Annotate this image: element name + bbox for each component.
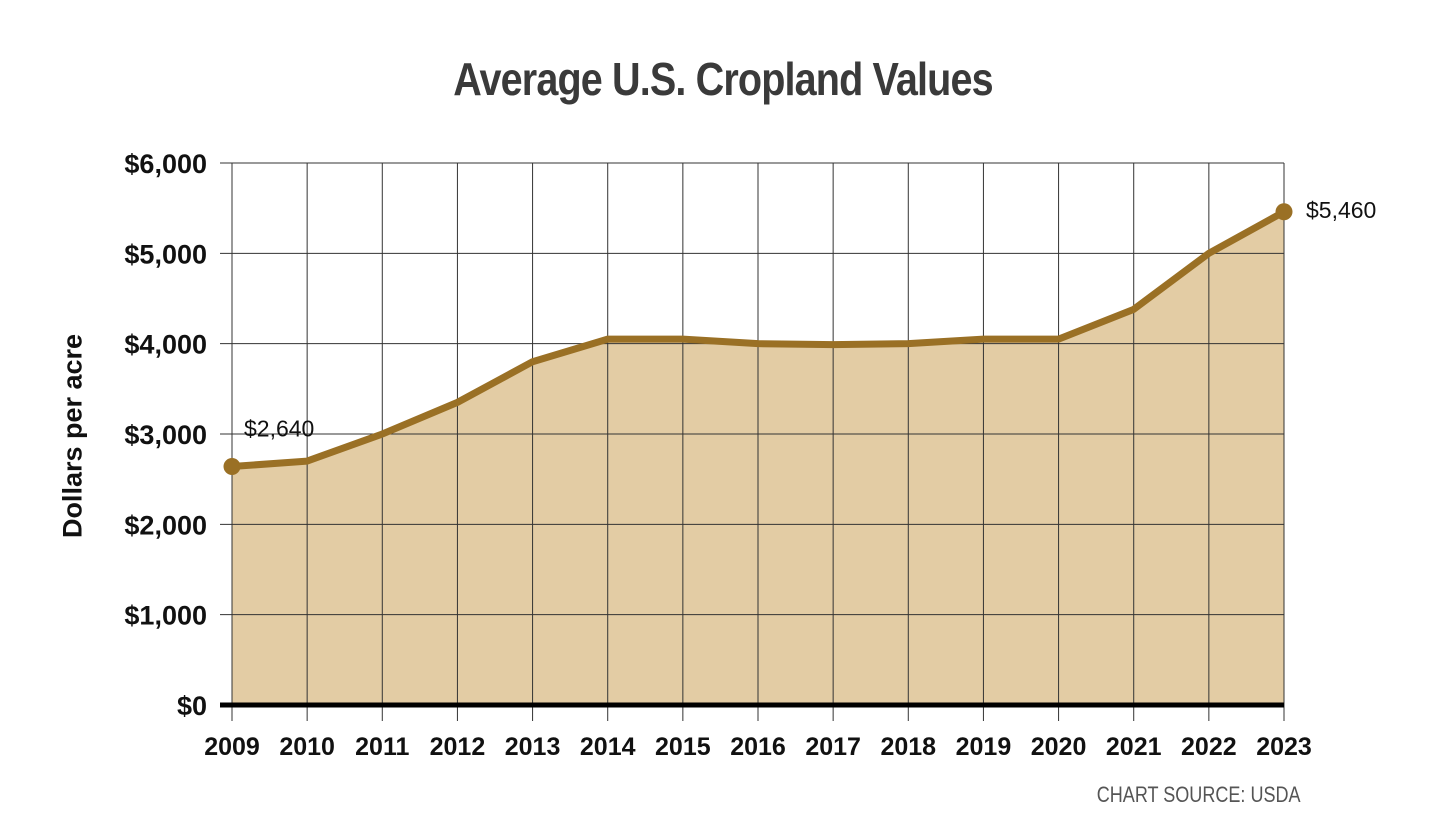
y-tick-label-0: $0 xyxy=(177,691,207,721)
x-tick-label-11: 2020 xyxy=(1031,733,1087,761)
x-tick-label-5: 2014 xyxy=(580,733,636,761)
x-tick-label-6: 2015 xyxy=(655,733,711,761)
y-tick-label-6: $6,000 xyxy=(124,149,207,179)
y-tick-label-1: $1,000 xyxy=(124,601,207,631)
y-tick-label-4: $4,000 xyxy=(124,330,207,360)
x-tick-label-1: 2010 xyxy=(279,733,335,761)
x-tick-label-8: 2017 xyxy=(805,733,861,761)
y-tick-label-3: $3,000 xyxy=(124,420,207,450)
series-line xyxy=(228,208,1288,471)
x-tick-label-0: 2009 xyxy=(204,733,260,761)
data-label-0: $2,640 xyxy=(244,416,314,442)
data-point-marker-0 xyxy=(223,458,241,476)
x-tick-label-2: 2011 xyxy=(355,733,409,761)
data-label-1: $5,460 xyxy=(1306,197,1376,223)
x-tick-label-14: 2023 xyxy=(1256,733,1312,761)
y-tick-label-2: $2,000 xyxy=(124,510,207,540)
x-tick-label-12: 2021 xyxy=(1106,733,1162,761)
y-tick-label-5: $5,000 xyxy=(124,239,207,269)
x-tick-label-13: 2022 xyxy=(1181,733,1237,761)
x-tick-label-4: 2013 xyxy=(505,733,561,761)
source-note: CHART SOURCE: USDA xyxy=(1097,782,1301,807)
data-point-marker-1 xyxy=(1275,203,1293,221)
x-tick-label-7: 2016 xyxy=(730,733,786,761)
x-tick-label-3: 2012 xyxy=(430,733,486,761)
x-tick-label-9: 2018 xyxy=(880,733,936,761)
x-tick-label-10: 2019 xyxy=(956,733,1012,761)
chart-title: Average U.S. Cropland Values xyxy=(453,53,993,105)
